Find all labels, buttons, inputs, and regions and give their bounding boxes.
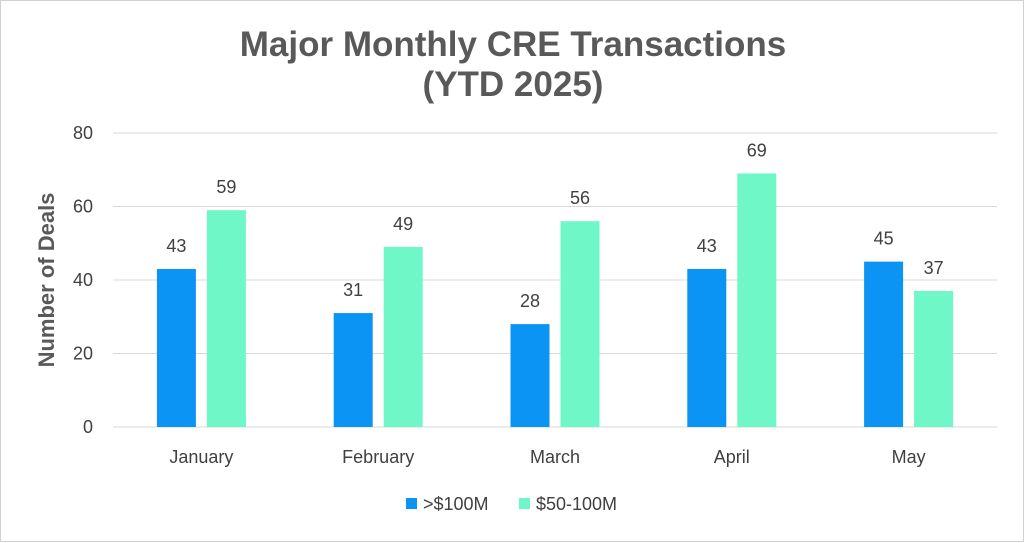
bars [156, 173, 954, 427]
x-category-label: February [342, 447, 414, 467]
chart-title-line-1: Major Monthly CRE Transactions [240, 25, 786, 64]
bar [510, 324, 550, 427]
y-tick-label: 20 [73, 344, 93, 364]
legend-swatch [519, 498, 530, 509]
bar [560, 221, 600, 427]
bar [864, 261, 904, 427]
data-label: 49 [393, 214, 413, 234]
legend: >$100M $50-100M [406, 494, 617, 514]
x-category-label: January [169, 447, 233, 467]
bar [737, 173, 777, 427]
data-label: 59 [216, 177, 236, 197]
data-label: 69 [747, 140, 767, 160]
y-axis-ticks: 0 20 40 60 80 [73, 123, 93, 437]
data-label: 31 [343, 280, 363, 300]
legend-label: $50-100M [536, 494, 617, 514]
data-label: 43 [697, 236, 717, 256]
y-axis-label: Number of Deals [34, 193, 59, 368]
bar [206, 210, 246, 427]
data-label: 43 [166, 236, 186, 256]
chart-title-line-2: (YTD 2025) [423, 65, 604, 104]
bar [156, 268, 196, 427]
bar [383, 246, 423, 427]
gridlines [113, 132, 997, 428]
bar [914, 291, 954, 427]
x-axis-categories: January February March April May [169, 447, 925, 467]
y-tick-label: 0 [83, 417, 93, 437]
data-label: 37 [924, 258, 944, 278]
bar [687, 268, 727, 427]
y-tick-label: 80 [73, 123, 93, 143]
y-tick-label: 60 [73, 197, 93, 217]
legend-label: >$100M [423, 494, 489, 514]
chart-title: Major Monthly CRE Transactions (YTD 2025… [240, 25, 786, 104]
x-category-label: March [530, 447, 580, 467]
bar [333, 313, 373, 427]
data-labels: 43 59 31 49 28 56 43 69 45 37 [166, 140, 943, 311]
x-category-label: April [714, 447, 750, 467]
data-label: 28 [520, 291, 540, 311]
y-tick-label: 40 [73, 270, 93, 290]
legend-swatch [406, 498, 417, 509]
data-label: 45 [874, 229, 894, 249]
x-category-label: May [892, 447, 926, 467]
data-label: 56 [570, 188, 590, 208]
